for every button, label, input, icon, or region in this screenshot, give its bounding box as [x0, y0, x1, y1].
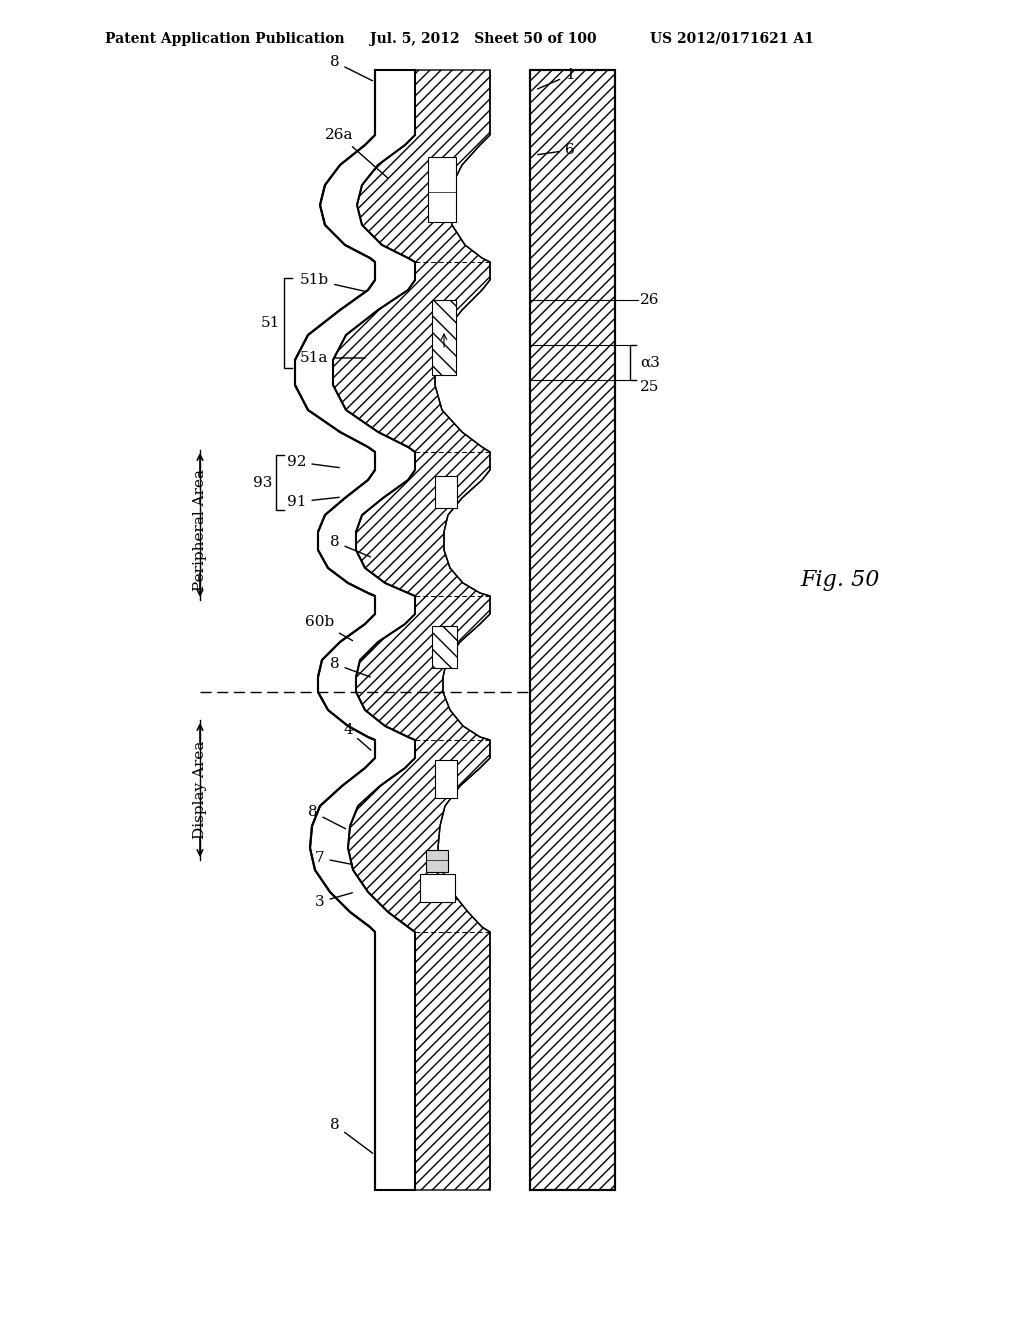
Text: 60b: 60b [305, 615, 352, 640]
Text: US 2012/0171621 A1: US 2012/0171621 A1 [650, 32, 814, 46]
Text: 93: 93 [253, 477, 272, 490]
Text: 8: 8 [330, 657, 371, 677]
Text: 4: 4 [343, 723, 371, 750]
Text: 8: 8 [330, 1118, 373, 1154]
Bar [432, 626, 457, 668]
Text: Patent Application Publication: Patent Application Publication [105, 32, 345, 46]
Polygon shape [295, 70, 415, 1191]
Text: 1: 1 [538, 69, 574, 88]
Text: Display Area: Display Area [193, 741, 207, 840]
Text: 25: 25 [640, 380, 659, 393]
Text: 51b: 51b [300, 273, 366, 292]
Bar [432, 300, 456, 375]
Text: α3: α3 [640, 356, 659, 370]
Text: Jul. 5, 2012   Sheet 50 of 100: Jul. 5, 2012 Sheet 50 of 100 [370, 32, 597, 46]
Text: 6: 6 [538, 143, 574, 157]
Text: 8: 8 [330, 535, 371, 557]
Text: 7: 7 [315, 851, 352, 865]
Text: 92: 92 [287, 455, 339, 469]
Text: 3: 3 [315, 892, 352, 909]
Text: 26a: 26a [325, 128, 388, 178]
Text: Fig. 50: Fig. 50 [800, 569, 880, 591]
Polygon shape [333, 70, 490, 1191]
Bar [426, 850, 449, 873]
Text: Peripheral Area: Peripheral Area [193, 469, 207, 591]
Bar [428, 157, 456, 222]
Text: 8: 8 [330, 55, 373, 81]
Text: 26: 26 [640, 293, 659, 308]
Bar [420, 874, 455, 902]
Text: 51a: 51a [300, 351, 366, 366]
Bar [530, 70, 615, 1191]
Bar [435, 760, 457, 799]
Text: 8: 8 [308, 805, 345, 829]
Text: 51: 51 [261, 315, 280, 330]
Bar [435, 477, 457, 508]
Text: 91: 91 [287, 495, 339, 510]
